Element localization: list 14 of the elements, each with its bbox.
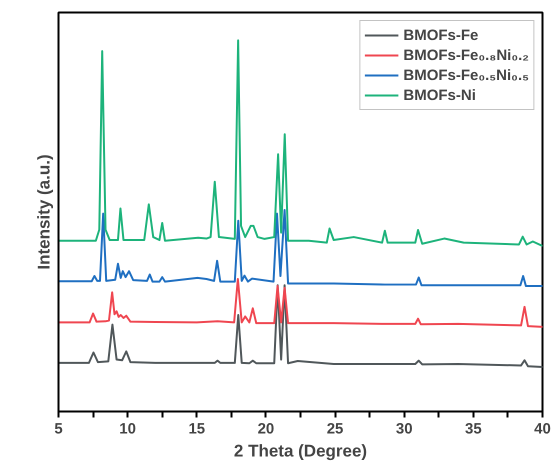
x-tick-label: 15 <box>188 420 206 438</box>
x-tick-label: 35 <box>465 420 482 438</box>
legend-label: BMOFs-Fe <box>403 26 478 44</box>
legend-label: BMOFs-Ni <box>403 86 476 104</box>
x-tick-label: 10 <box>119 420 136 438</box>
x-tick-label: 5 <box>54 420 63 438</box>
legend-label: BMOFs-Fe₀.₅Ni₀.₅ <box>403 66 529 84</box>
x-tick-label: 20 <box>258 420 274 438</box>
y-axis-title: Intensity (a.u.) <box>34 154 54 270</box>
x-tick-label: 30 <box>396 420 413 438</box>
x-tick-label: 25 <box>326 420 344 438</box>
x-axis-title: 2 Theta (Degree) <box>234 442 368 460</box>
x-tick-label: 40 <box>534 420 551 438</box>
legend-label: BMOFs-Fe₀.₈Ni₀.₂ <box>403 46 529 64</box>
